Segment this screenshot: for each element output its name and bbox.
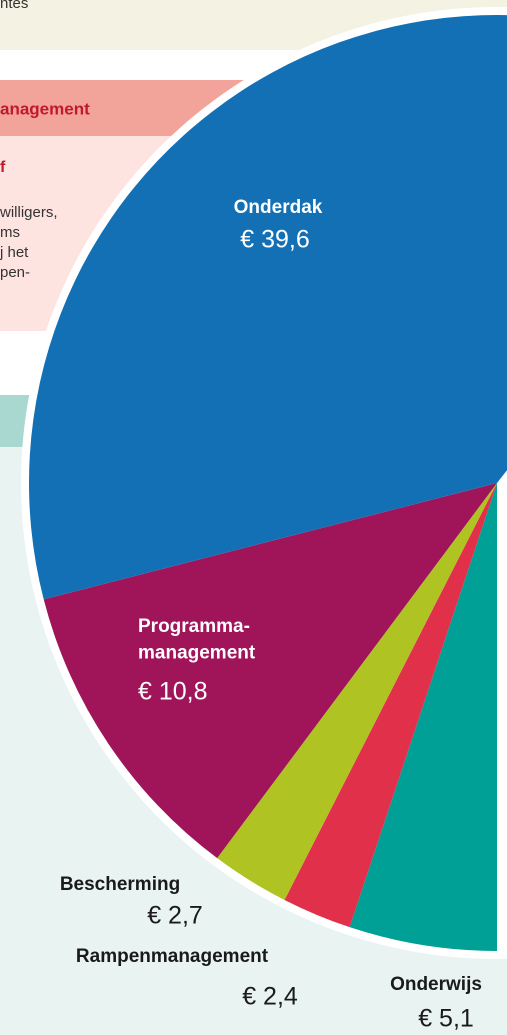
pie-slice (43, 483, 498, 859)
slice-label: Programma-management (138, 616, 256, 664)
top-text: ntes (0, 0, 28, 12)
body-line: pen- (0, 264, 30, 281)
header-text: anagement (0, 99, 90, 118)
body-line: willigers, (0, 204, 58, 221)
value-label: € 39,6 (240, 226, 310, 254)
pie (29, 15, 507, 951)
slice-label: Rampenmanagement (76, 946, 269, 967)
slice-label: Bescherming (60, 874, 180, 895)
body-line: ms (0, 224, 20, 241)
slice-label: Onderdak (234, 197, 323, 218)
body-line: j het (0, 244, 29, 261)
value-label: € 5,1 (418, 1005, 474, 1033)
value-label: € 10,8 (138, 678, 208, 706)
pie-slice (217, 483, 497, 900)
pie-slice (29, 15, 507, 600)
value-label: € 2,4 (242, 983, 298, 1011)
slice-label: Onderwijs (390, 974, 482, 995)
pie-slice (284, 483, 497, 928)
value-label: € 2,7 (147, 902, 203, 930)
subheading: f (0, 159, 6, 176)
pie-slice (349, 483, 497, 951)
